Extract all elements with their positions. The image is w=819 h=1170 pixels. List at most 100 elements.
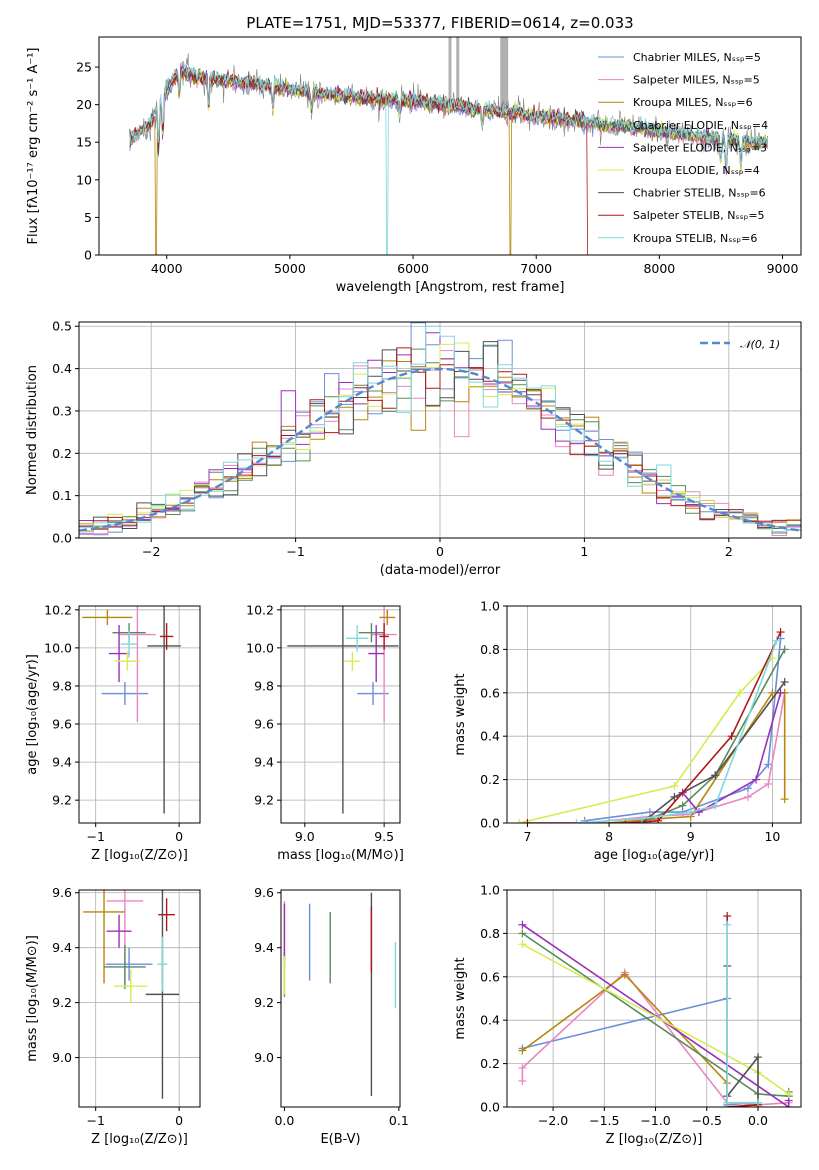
weight-marker-6	[711, 771, 720, 780]
weight-line-7	[527, 631, 782, 823]
legend-label-8: Kroupa STELIB, Nₛₛₚ=6	[633, 232, 757, 245]
x-axis-label: Z [log₁₀(Z/Z⊙)]	[91, 848, 188, 863]
weight-marker-5	[518, 940, 527, 949]
weight-marker-5	[515, 819, 524, 823]
x-tick-label: −2	[142, 544, 160, 559]
chart-title: PLATE=1751, MJD=53377, FIBERID=0614, z=0…	[246, 14, 633, 32]
weight-marker-7	[723, 912, 732, 921]
weight-marker-6	[670, 792, 679, 801]
y-axis-label: mass weight	[453, 957, 468, 1039]
weight-line-2	[609, 692, 786, 823]
x-tick-label: 9000	[767, 261, 799, 276]
x-tick-label: 7000	[520, 261, 552, 276]
x-tick-label: 8000	[643, 261, 675, 276]
weight-marker-8	[686, 808, 695, 817]
legend-label-0: Chabrier MILES, Nₛₛₚ=5	[633, 51, 761, 64]
x-axis-label: mass [log₁₀(M/M⊙)]	[277, 848, 404, 863]
x-tick-label: −1	[86, 1113, 104, 1128]
y-tick-label: 1.0	[480, 599, 500, 614]
weight-marker-1	[518, 1063, 527, 1072]
weight-marker-1	[764, 779, 773, 788]
x-axis-label: Z [log₁₀(Z/Z⊙)]	[606, 1132, 703, 1147]
y-tick-label: 9.0	[254, 1050, 274, 1065]
model-spectrum-8	[129, 64, 769, 255]
y-tick-label: 0.0	[480, 1100, 500, 1115]
panel-massweight-vs-age: 7 8 9 10 0.0 0.2 0.4 0.6 0.8 1.0 age [log₁₀(age/yr…	[453, 599, 802, 863]
weight-line-6	[726, 966, 759, 1107]
y-tick-label: 0.2	[480, 1056, 500, 1071]
y-tick-label: 0.4	[52, 361, 72, 376]
y-tick-label: 0	[84, 248, 92, 263]
weight-marker-3	[780, 645, 789, 654]
y-tick-label: 9.2	[254, 793, 274, 808]
y-axis-label: Flux [fλ10⁻¹⁷ erg cm⁻² s⁻¹ A⁻¹]	[26, 48, 41, 245]
weight-line-7	[726, 916, 759, 1107]
y-tick-label: 10.2	[44, 602, 72, 617]
y-tick-label: 9.6	[52, 885, 72, 900]
y-tick-label: 1.0	[480, 883, 500, 898]
plot-area	[82, 606, 181, 814]
x-tick-label: −1	[286, 544, 304, 559]
x-tick-label: 4000	[151, 261, 183, 276]
y-axis-label: Normed distribution	[25, 365, 40, 495]
weight-marker-4	[776, 688, 785, 697]
x-tick-label: 7	[523, 829, 531, 844]
axes-frame	[280, 605, 401, 824]
x-tick-label: 0	[436, 544, 444, 559]
x-tick-label: −1	[86, 829, 104, 844]
y-tick-label: 0.4	[480, 729, 500, 744]
legend-label-3: Chabrier ELODIE, Nₛₛₚ=4	[633, 119, 768, 132]
weight-marker-6	[780, 677, 789, 686]
plot-area	[129, 37, 769, 255]
histogram-8	[79, 325, 801, 538]
y-tick-label: 9.6	[52, 717, 72, 732]
y-tick-label: 10.0	[44, 640, 72, 655]
y-tick-label: 10.0	[246, 640, 274, 655]
weight-marker-4	[518, 920, 527, 929]
weight-marker-2	[768, 688, 777, 697]
plot-area	[515, 628, 789, 823]
x-tick-label: 0.0	[748, 1113, 768, 1128]
y-axis-label: mass weight	[453, 673, 468, 755]
x-tick-label: 8	[605, 829, 613, 844]
panel-age-vs-mass: 9.0 9.5 9.2 9.4 9.6 9.8 10.0 10.2 mass [log₁₀(M/…	[246, 602, 404, 863]
y-tick-label: 9.2	[52, 995, 72, 1010]
panel-mass-vs-Z: −1 0 9.0 9.2 9.4 9.6 Z [log₁₀(Z/Z⊙)] mass [log₁…	[25, 885, 201, 1147]
y-tick-label: 9.2	[52, 793, 72, 808]
y-tick-label: 0.8	[480, 642, 500, 657]
axes-frame	[280, 889, 401, 1108]
weight-marker-8	[723, 920, 732, 929]
weight-line-5	[519, 657, 773, 823]
weight-marker-5	[735, 688, 744, 697]
x-tick-label: 9	[687, 829, 695, 844]
weight-marker-4	[752, 775, 761, 784]
weight-line-6	[641, 681, 786, 823]
x-tick-label: −0.5	[692, 1113, 722, 1128]
y-tick-label: 9.4	[52, 755, 72, 770]
y-tick-label: 9.2	[254, 995, 274, 1010]
x-tick-label: 2	[725, 544, 733, 559]
y-tick-label: 9.4	[52, 940, 72, 955]
panel-age-vs-Z: −1 0 9.2 9.4 9.6 9.8 10.0 10.2 Z [log₁₀(Z/Z⊙)] ag…	[25, 602, 201, 863]
weight-marker-3	[518, 929, 527, 938]
panel-spectrum: 4000 5000 6000 7000 8000 9000 0 5 10 15 20 25 wavele…	[26, 14, 802, 295]
legend-label-5: Kroupa ELODIE, Nₛₛₚ=4	[633, 164, 760, 177]
axes-frame	[78, 889, 201, 1108]
y-tick-label: 0.8	[480, 926, 500, 941]
legend-label-7: Salpeter STELIB, Nₛₛₚ=5	[633, 209, 765, 222]
x-axis-label: (data-model)/error	[380, 563, 501, 578]
weight-marker-7	[727, 732, 736, 741]
y-tick-label: 0.0	[52, 531, 72, 546]
y-tick-label: 10.2	[246, 602, 274, 617]
y-tick-label: 25	[76, 60, 92, 75]
plot-area	[287, 606, 399, 814]
weight-line-0	[584, 638, 782, 822]
weight-marker-7	[654, 816, 663, 823]
weight-line-1	[584, 692, 786, 823]
weight-marker-0	[743, 784, 752, 793]
y-tick-label: 9.6	[254, 717, 274, 732]
normal-curve	[79, 367, 801, 532]
x-tick-label: −1.5	[589, 1113, 619, 1128]
panel-residuals: −2 −1 0 1 2 0.0 0.1 0.2 0.3 0.4 0.5 (data-model)/er…	[25, 319, 802, 578]
